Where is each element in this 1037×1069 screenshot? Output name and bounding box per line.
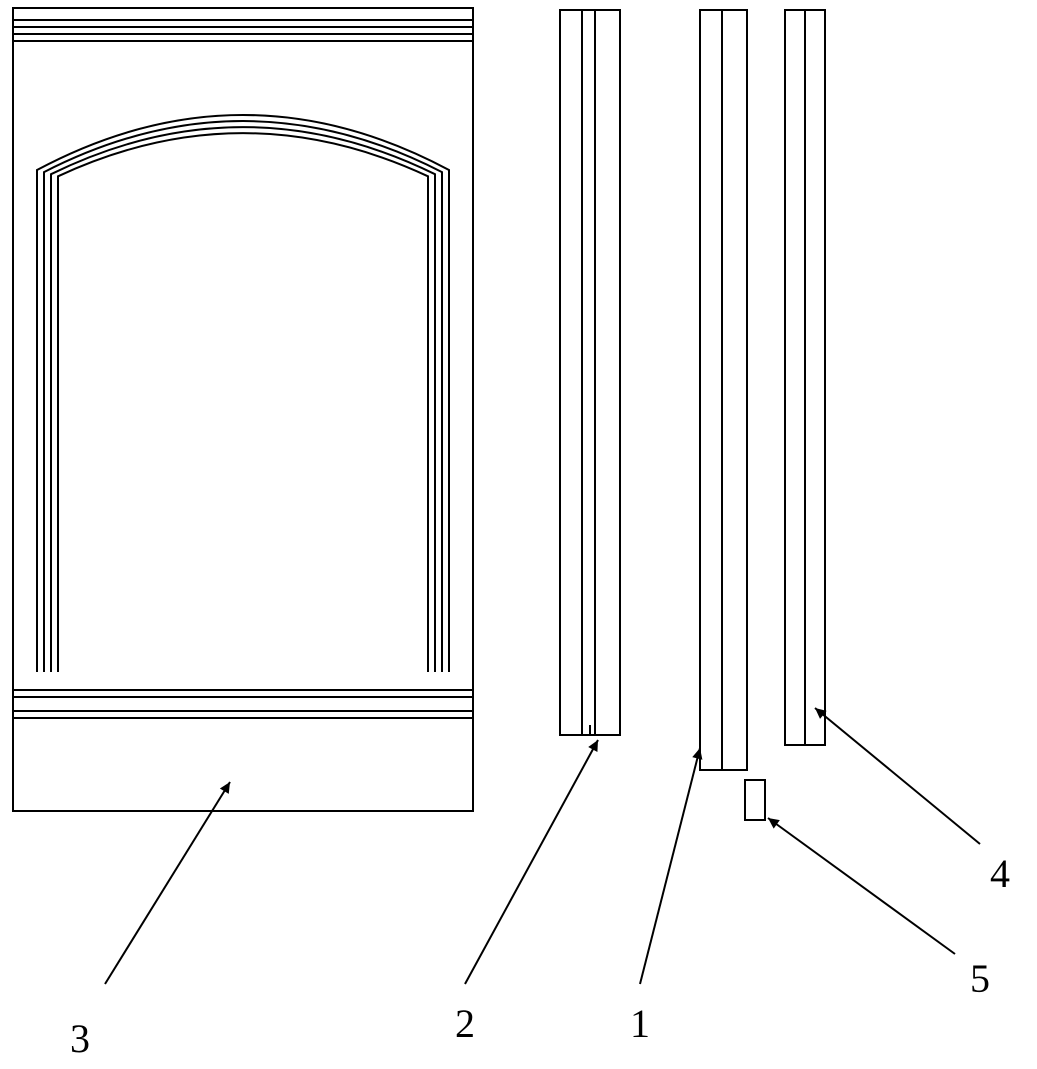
arrow-3-shaft <box>105 782 230 984</box>
arch-ring-2 <box>51 127 435 672</box>
diagram-svg <box>0 0 1037 1069</box>
piece-1-right <box>722 10 747 770</box>
callout-label-4: 4 <box>990 850 1010 897</box>
piece-1-left <box>700 10 722 770</box>
arch-ring-0 <box>37 115 449 672</box>
callout-label-1: 1 <box>630 1000 650 1047</box>
callout-label-3: 3 <box>70 1015 90 1062</box>
arrow-5-head <box>768 818 780 829</box>
callout-label-5: 5 <box>970 955 990 1002</box>
drawing-canvas: 1 2 3 4 5 <box>0 0 1037 1069</box>
callout-label-2: 2 <box>455 1000 475 1047</box>
arch-ring-1 <box>44 121 442 672</box>
piece-inner-gap <box>595 10 620 735</box>
piece-2 <box>560 10 595 735</box>
arrow-4-shaft <box>815 708 980 844</box>
arrow-3-head <box>220 782 230 794</box>
small-tab-5 <box>745 780 765 820</box>
arch-ring-3 <box>58 133 428 672</box>
arrow-5-shaft <box>768 818 955 954</box>
arrow-2-shaft <box>465 740 598 984</box>
arrow-1-shaft <box>640 748 700 984</box>
